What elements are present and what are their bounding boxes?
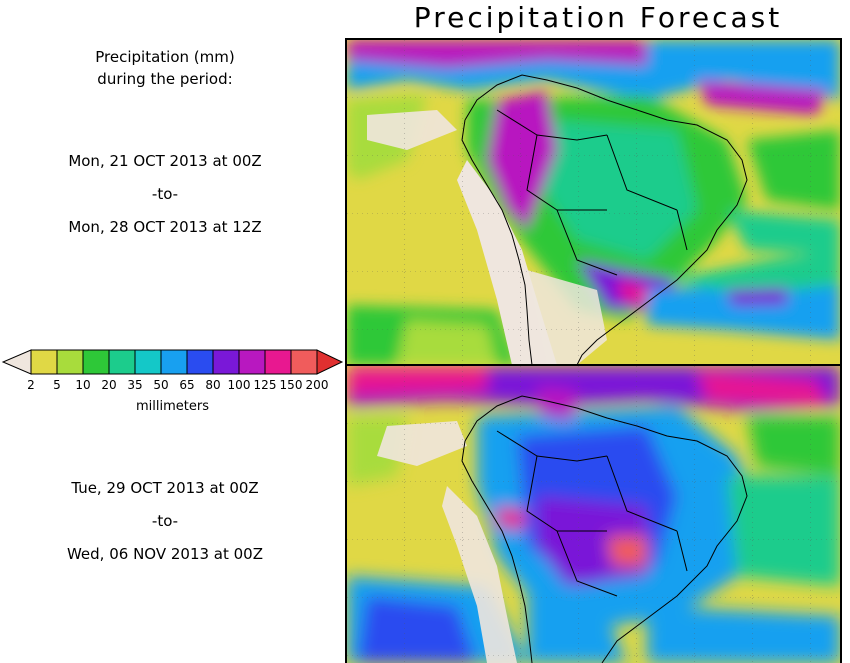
legend-swatch — [82, 349, 110, 375]
legend-tick-label: 2 — [27, 378, 35, 392]
legend-tick-label: 5 — [53, 378, 61, 392]
forecast-map-period-2 — [345, 364, 842, 663]
legend-swatch — [30, 349, 58, 375]
legend-tick-label: 200 — [305, 378, 329, 392]
legend-tick-label: 20 — [101, 378, 117, 392]
legend-swatch — [186, 349, 214, 375]
legend-swatch — [264, 349, 292, 375]
page-title: Precipitation Forecast — [413, 1, 783, 34]
legend-colorbar — [1, 349, 344, 375]
period-2-start: Tue, 29 OCT 2013 at 00Z — [71, 479, 259, 497]
period-2-separator: -to- — [151, 512, 179, 530]
precip-field-2 — [347, 366, 840, 663]
forecast-map-period-1 — [345, 38, 842, 367]
legend-tick-label: 50 — [153, 378, 169, 392]
period-1-label: Mon, 21 OCT 2013 at 00Z -to- Mon, 28 OCT… — [0, 150, 330, 238]
legend-tick-label: 10 — [75, 378, 91, 392]
legend-arrow-high — [316, 349, 344, 375]
legend-arrow-low — [1, 349, 32, 375]
legend-tick-label: 125 — [253, 378, 277, 392]
legend-swatch — [290, 349, 318, 375]
period-2-end: Wed, 06 NOV 2013 at 00Z — [66, 545, 264, 563]
legend-swatch — [212, 349, 240, 375]
period-1-separator: -to- — [151, 185, 179, 203]
period-2-label: Tue, 29 OCT 2013 at 00Z -to- Wed, 06 NOV… — [0, 477, 330, 565]
legend-tick-label: 35 — [127, 378, 143, 392]
legend-swatch — [238, 349, 266, 375]
color-legend: 2 5 10 20 35 50 65 80 100 125 150 200 millimeters — [0, 348, 345, 418]
legend-swatch — [160, 349, 188, 375]
legend-units: millimeters — [136, 399, 209, 414]
legend-swatch — [56, 349, 84, 375]
legend-swatch — [134, 349, 162, 375]
period-1-start: Mon, 21 OCT 2013 at 00Z — [68, 152, 262, 170]
legend-tick-label: 100 — [227, 378, 251, 392]
legend-tick-label: 65 — [179, 378, 195, 392]
legend-tick-label: 80 — [205, 378, 221, 392]
units-header-line-1: Precipitation (mm) — [95, 48, 235, 66]
legend-tick-label: 150 — [279, 378, 303, 392]
units-header-line-2: during the period: — [97, 70, 233, 88]
period-1-end: Mon, 28 OCT 2013 at 12Z — [68, 218, 262, 236]
legend-swatch — [108, 349, 136, 375]
precip-field-1 — [347, 40, 840, 365]
units-header: Precipitation (mm) during the period: — [0, 46, 330, 90]
